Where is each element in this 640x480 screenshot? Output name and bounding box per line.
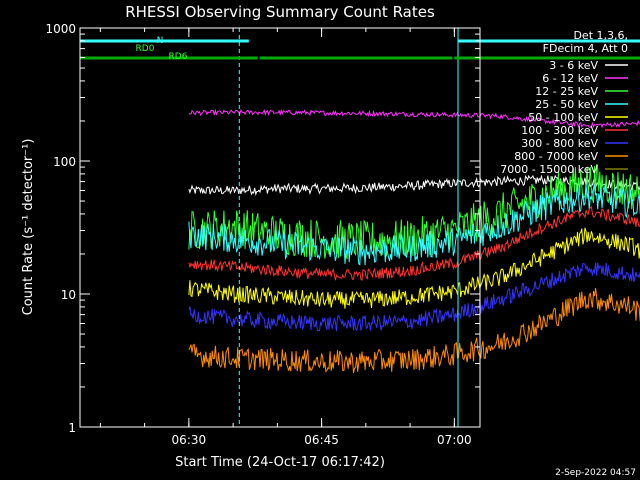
legend-label: 3 - 6 keV — [549, 59, 598, 72]
annotation-label-2: RD6 — [169, 52, 188, 62]
plot-frame — [79, 27, 481, 428]
legend-label: 800 - 7000 keV — [514, 150, 598, 163]
series-line-7 — [188, 288, 640, 374]
x-tick-label: 06:45 — [304, 433, 339, 447]
series-line-0 — [188, 174, 640, 196]
legend-header: Det 1,3,6, — [573, 29, 628, 42]
y-tick-label: 100 — [53, 155, 76, 169]
y-tick-label: 1000 — [45, 22, 76, 36]
legend-label: 7000 - 15000 keV — [500, 163, 598, 176]
x-axis-label: Start Time (24-Oct-17 06:17:42) — [175, 455, 385, 470]
footer-date: 2-Sep-2022 04:57 — [555, 468, 636, 478]
legend-label: 100 - 300 keV — [521, 124, 598, 137]
x-tick-label: 06:30 — [172, 433, 207, 447]
legend-label: 25 - 50 keV — [535, 98, 598, 111]
legend-label: 12 - 25 keV — [535, 85, 598, 98]
series-line-3 — [188, 183, 640, 266]
series-line-4 — [188, 227, 640, 309]
annotation-label-1: RD0 — [136, 44, 155, 54]
y-tick-label: 1 — [68, 421, 76, 435]
annotation-label-0: N — [157, 36, 164, 46]
y-tick-label: 10 — [61, 288, 76, 302]
legend-label: 6 - 12 keV — [542, 72, 598, 85]
series-line-2 — [188, 163, 640, 260]
series-line-5 — [188, 205, 640, 282]
series-line-1 — [188, 108, 640, 129]
legend-label: 50 - 100 keV — [528, 111, 598, 124]
x-tick-label: 07:00 — [437, 433, 472, 447]
series-line-6 — [188, 262, 640, 332]
legend-label: 300 - 800 keV — [521, 137, 598, 150]
legend-header: FDecim 4, Att 0 — [543, 42, 628, 55]
y-axis-label: Count Rate (s⁻¹ detector⁻¹) — [21, 139, 36, 316]
chart-title: RHESSI Observing Summary Count Rates — [125, 3, 435, 21]
